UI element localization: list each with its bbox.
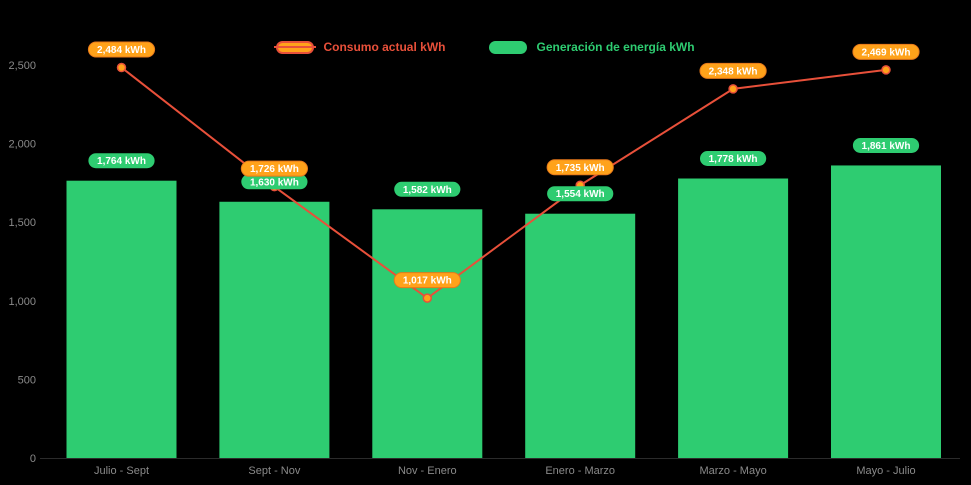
consumption-marker-2[interactable] bbox=[422, 293, 433, 303]
consumption-4-pill bbox=[699, 62, 767, 79]
y-tick-label-1: 500 bbox=[18, 374, 36, 386]
y-tick-label-2: 1,000 bbox=[8, 296, 36, 308]
generation-bar-5[interactable] bbox=[831, 165, 941, 458]
y-tick-label-4: 2,000 bbox=[8, 139, 36, 151]
consumption-3-value-label: 1,735 kWh bbox=[556, 163, 605, 174]
consumption-3-pill bbox=[546, 159, 614, 176]
legend-item-consumo[interactable]: Consumo actual kWh bbox=[274, 40, 446, 54]
generation-0-pill bbox=[88, 153, 155, 169]
generacion-legend-swatch-icon bbox=[489, 40, 528, 54]
consumption-5-pill bbox=[852, 43, 920, 60]
y-tick-label-0: 0 bbox=[30, 453, 36, 465]
consumption-marker-5[interactable] bbox=[881, 65, 891, 75]
x-tick-label-5: Mayo - Julio bbox=[856, 465, 915, 477]
generation-1-value-label: 1,630 kWh bbox=[250, 177, 299, 188]
consumption-1-pill bbox=[240, 160, 308, 177]
generation-0-value-label: 1,764 kWh bbox=[97, 156, 146, 167]
legend-label-consumo: Consumo actual kWh bbox=[323, 40, 446, 54]
consumption-0-value-label: 2,484 kWh bbox=[97, 45, 146, 56]
consumo-legend-swatch-icon bbox=[274, 40, 317, 54]
consumption-0-pill bbox=[87, 41, 156, 58]
generation-5-pill bbox=[852, 137, 920, 153]
generation-bar-3[interactable] bbox=[525, 213, 636, 458]
generation-2-pill bbox=[394, 181, 461, 197]
generation-bar-2[interactable] bbox=[372, 209, 483, 458]
generation-1-pill bbox=[241, 174, 308, 190]
consumption-2-pill bbox=[393, 272, 461, 289]
legend-item-generacion[interactable]: Generación de energía kWh bbox=[489, 40, 695, 54]
consumption-2-value-label: 1,017 kWh bbox=[403, 276, 452, 287]
generation-3-value-label: 1,554 kWh bbox=[556, 189, 605, 200]
generation-4-value-label: 1,778 kWh bbox=[709, 154, 758, 165]
generation-2-value-label: 1,582 kWh bbox=[403, 185, 452, 196]
generation-4-pill bbox=[700, 150, 767, 166]
x-tick-label-2: Nov - Enero bbox=[398, 465, 457, 477]
x-tick-label-3: Enero - Marzo bbox=[545, 465, 615, 477]
chart-legend: Consumo actual kWh Generación de energía… bbox=[0, 40, 971, 54]
y-tick-label-3: 1,500 bbox=[8, 217, 36, 229]
x-tick-label-4: Marzo - Mayo bbox=[699, 465, 766, 477]
generation-bar-0[interactable] bbox=[66, 180, 177, 458]
consumption-5-value-label: 2,469 kWh bbox=[862, 47, 911, 58]
consumption-marker-0[interactable] bbox=[116, 62, 127, 73]
generation-bar-1[interactable] bbox=[219, 201, 330, 458]
consumption-marker-4[interactable] bbox=[728, 84, 738, 94]
generation-5-value-label: 1,861 kWh bbox=[862, 141, 911, 152]
x-tick-label-1: Sept - Nov bbox=[248, 465, 300, 477]
legend-label-generacion: Generación de energía kWh bbox=[536, 40, 695, 54]
x-tick-label-0: Julio - Sept bbox=[94, 465, 149, 477]
consumption-1-value-label: 1,726 kWh bbox=[250, 164, 299, 175]
y-tick-label-5: 2,500 bbox=[8, 60, 36, 72]
generation-bar-4[interactable] bbox=[678, 178, 789, 458]
consumption-4-value-label: 2,348 kWh bbox=[709, 66, 758, 77]
generation-3-pill bbox=[547, 186, 614, 202]
